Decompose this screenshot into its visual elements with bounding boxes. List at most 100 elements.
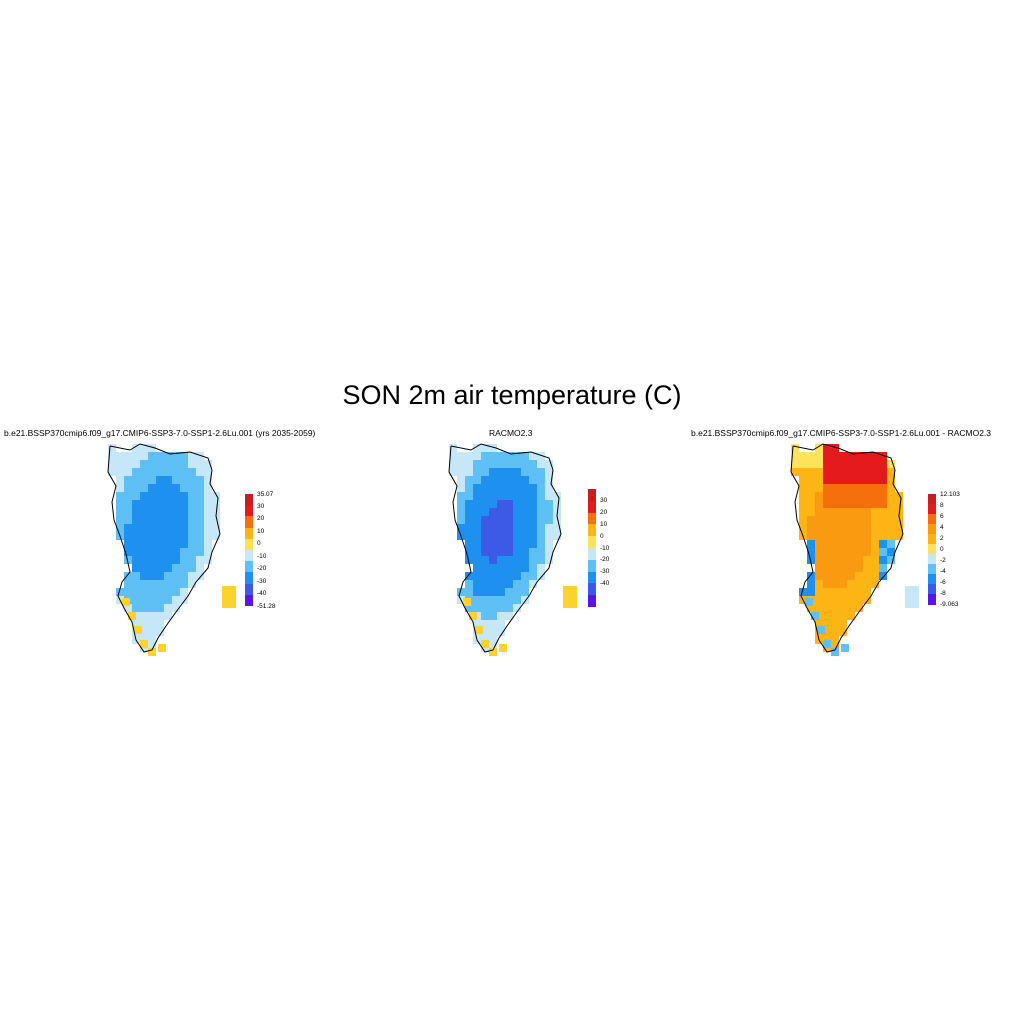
grid-cell	[505, 468, 513, 476]
grid-cell	[887, 508, 895, 516]
grid-cell	[164, 516, 172, 524]
grid-cell	[180, 460, 188, 468]
grid-cell	[180, 484, 188, 492]
grid-cell	[847, 564, 855, 572]
grid-cell	[863, 548, 871, 556]
colorbar-box	[928, 534, 936, 545]
grid-cell	[823, 556, 831, 564]
grid-cell	[132, 532, 140, 540]
grid-cell	[497, 540, 505, 548]
grid-cell	[505, 564, 513, 572]
grid-cell	[148, 500, 156, 508]
grid-cell	[164, 596, 172, 604]
grid-cell	[188, 548, 196, 556]
grid-cell	[855, 460, 863, 468]
coast-cell	[475, 626, 483, 634]
grid-cell	[839, 572, 847, 580]
grid-cell	[847, 460, 855, 468]
grid-cell	[831, 524, 839, 532]
grid-cell	[791, 468, 799, 476]
grid-cell	[481, 444, 489, 452]
grid-cell	[855, 476, 863, 484]
grid-cell	[529, 516, 537, 524]
grid-cell	[879, 484, 887, 492]
grid-cell	[839, 476, 847, 484]
grid-cell	[847, 612, 855, 620]
grid-cell	[481, 580, 489, 588]
grid-cell	[164, 484, 172, 492]
grid-cell	[180, 564, 188, 572]
grid-cell	[815, 484, 823, 492]
grid-cell	[863, 484, 871, 492]
grid-cell	[879, 508, 887, 516]
grid-cell	[847, 604, 855, 612]
grid-cell	[172, 572, 180, 580]
grid-cell	[855, 532, 863, 540]
grid-cell	[148, 516, 156, 524]
grid-cell	[521, 476, 529, 484]
grid-cell	[148, 636, 156, 644]
grid-cell	[465, 460, 473, 468]
grid-cell	[124, 556, 132, 564]
grid-cell	[156, 500, 164, 508]
grid-cell	[473, 500, 481, 508]
grid-cell	[124, 532, 132, 540]
grid-cell	[831, 484, 839, 492]
grid-cell	[140, 572, 148, 580]
grid-cell	[521, 484, 529, 492]
grid-cell	[473, 476, 481, 484]
grid-cell	[172, 580, 180, 588]
grid-cell	[116, 524, 124, 532]
grid-cell	[815, 476, 823, 484]
colorbar-label: 20	[600, 509, 608, 517]
grid-cell	[855, 492, 863, 500]
grid-cell	[863, 540, 871, 548]
coast-cell	[128, 612, 136, 620]
grid-cell	[497, 500, 505, 508]
grid-cell	[815, 468, 823, 476]
grid-cell	[871, 468, 879, 476]
grid-cell	[140, 452, 148, 460]
grid-cell	[855, 572, 863, 580]
grid-cell	[164, 556, 172, 564]
grid-cell	[831, 548, 839, 556]
grid-cell	[465, 556, 473, 564]
grid-cell	[140, 628, 148, 636]
grid-cell	[871, 460, 879, 468]
grid-cell	[148, 596, 156, 604]
grid-cell	[180, 572, 188, 580]
grid-cell	[465, 588, 473, 596]
island-cells	[222, 586, 236, 608]
grid-cell	[497, 508, 505, 516]
colorbar-box	[928, 594, 936, 605]
grid-cell	[212, 492, 220, 500]
grid-cell	[489, 484, 497, 492]
colorbar-box	[928, 494, 936, 505]
grid-cell	[823, 532, 831, 540]
grid-cell	[513, 508, 521, 516]
grid-cell	[823, 612, 831, 620]
colorbar-box	[588, 571, 596, 584]
grid-cell	[871, 516, 879, 524]
grid-cell	[879, 460, 887, 468]
grid-cell	[831, 628, 839, 636]
grid-cell	[457, 508, 465, 516]
grid-cell	[180, 540, 188, 548]
grid-cell	[473, 604, 481, 612]
grid-cell	[132, 484, 140, 492]
grid-cell	[473, 580, 481, 588]
grid-cell	[815, 620, 823, 628]
grid-cell	[156, 484, 164, 492]
grid-cell	[457, 588, 465, 596]
grid-cell	[481, 492, 489, 500]
grid-cell	[489, 444, 497, 452]
grid-cell	[148, 604, 156, 612]
grid-cell	[863, 508, 871, 516]
grid-cell	[863, 596, 871, 604]
grid-cell	[156, 508, 164, 516]
grid-cell	[489, 588, 497, 596]
grid-cell	[879, 572, 887, 580]
grid-cell	[449, 468, 457, 476]
grid-cell	[855, 500, 863, 508]
grid-cell	[831, 508, 839, 516]
